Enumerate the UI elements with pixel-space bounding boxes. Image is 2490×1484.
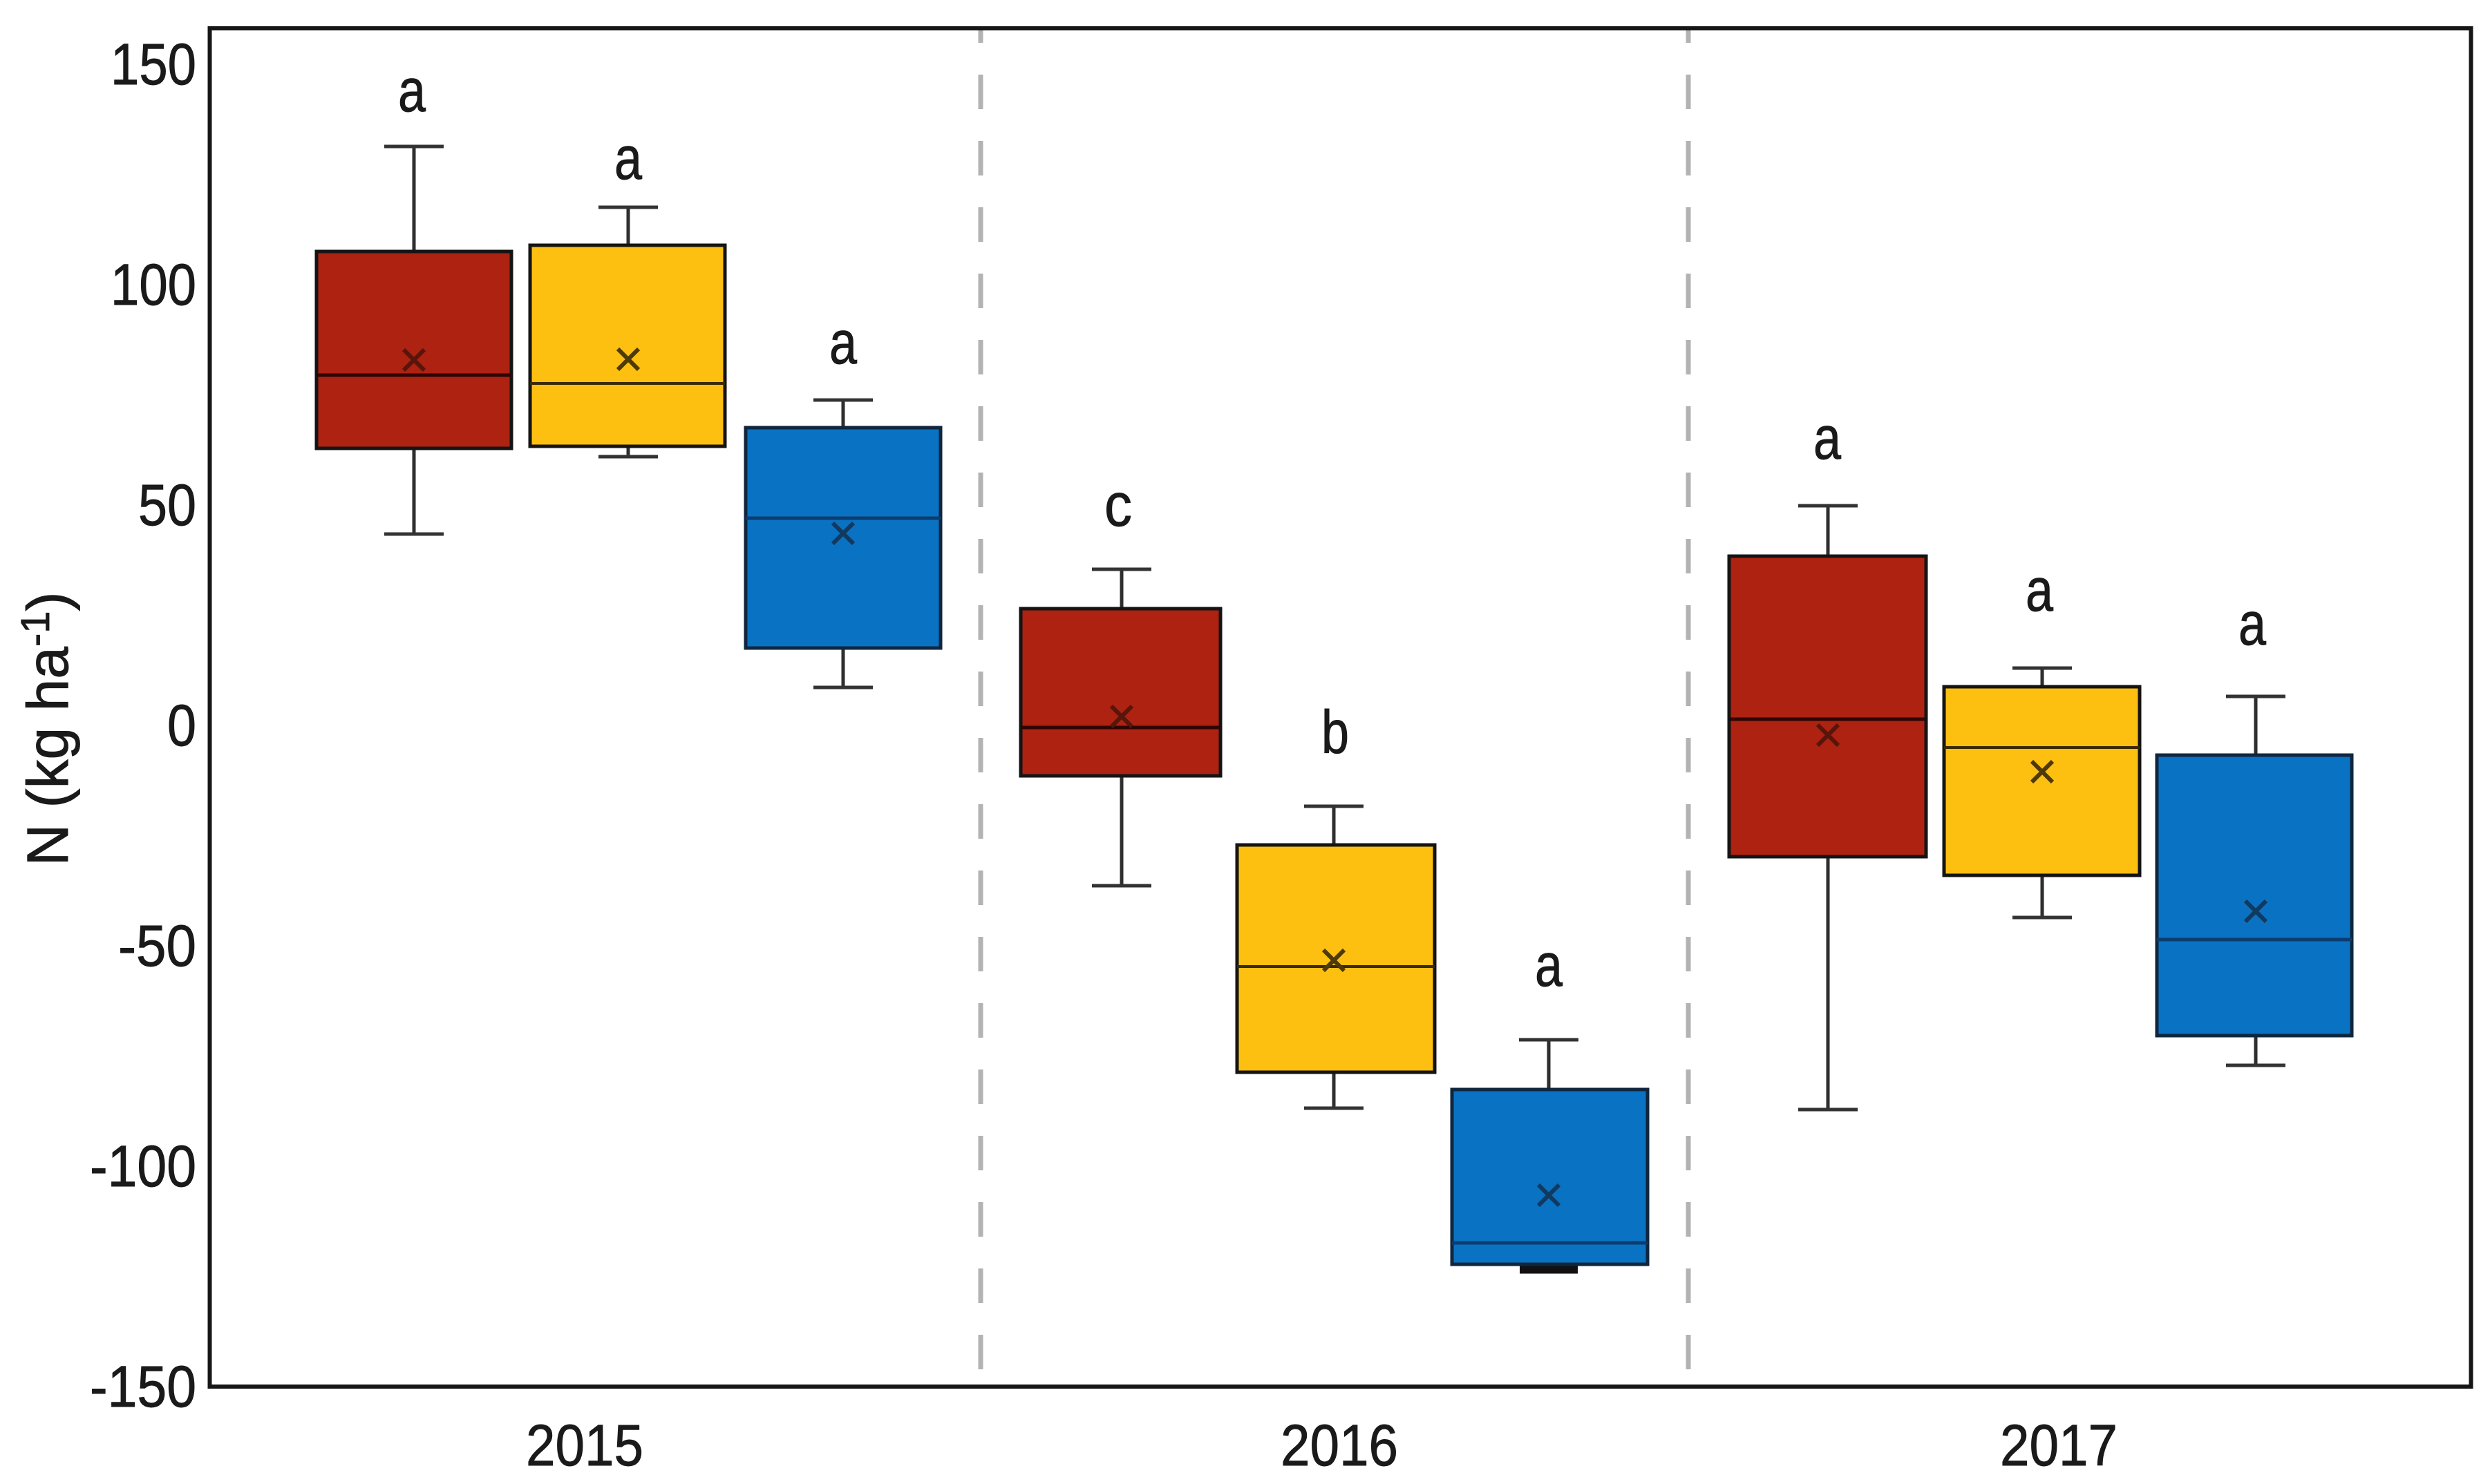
svg-text:a: a bbox=[1535, 931, 1563, 999]
svg-text:a: a bbox=[1813, 403, 1841, 472]
svg-text:b: b bbox=[1321, 698, 1349, 766]
svg-text:-150: -150 bbox=[90, 1354, 196, 1419]
svg-text:0: 0 bbox=[167, 693, 196, 758]
svg-text:2016: 2016 bbox=[1281, 1413, 1398, 1478]
svg-text:a: a bbox=[614, 124, 642, 192]
svg-text:100: 100 bbox=[111, 252, 196, 317]
svg-text:-100: -100 bbox=[90, 1134, 196, 1199]
svg-text:2017: 2017 bbox=[2000, 1413, 2118, 1478]
svg-text:150: 150 bbox=[111, 32, 196, 97]
svg-text:a: a bbox=[2026, 555, 2053, 624]
svg-text:a: a bbox=[398, 56, 426, 124]
svg-text:a: a bbox=[2238, 589, 2266, 658]
svg-text:-50: -50 bbox=[118, 913, 196, 978]
svg-text:c: c bbox=[1104, 470, 1132, 539]
svg-text:50: 50 bbox=[138, 473, 196, 538]
svg-text:2015: 2015 bbox=[526, 1413, 643, 1478]
svg-text:a: a bbox=[829, 308, 857, 377]
